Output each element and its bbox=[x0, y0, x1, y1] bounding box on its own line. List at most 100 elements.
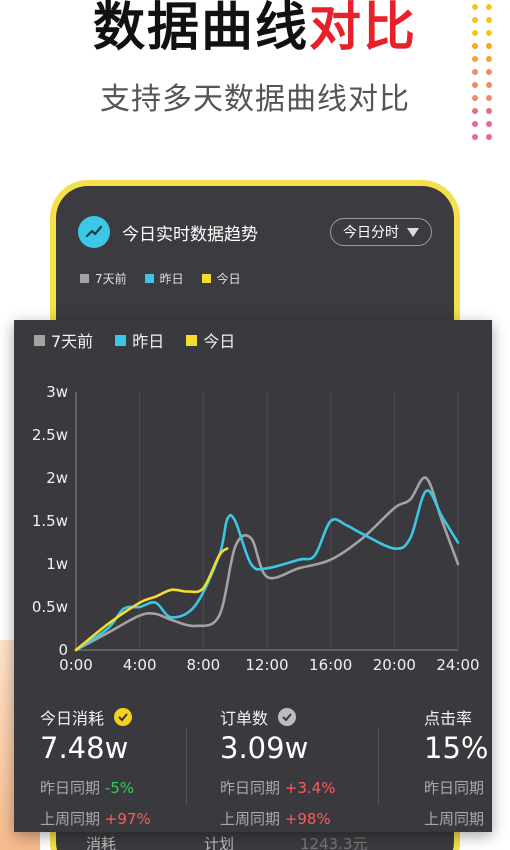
decorative-dot bbox=[486, 69, 492, 75]
trend-chart-card: 7天前 昨日 今日 0 0.5w 1w 1.5w 2w 2.5w 3w 0:00 4:00 8:0… bbox=[14, 320, 492, 832]
decorative-dot bbox=[472, 134, 478, 140]
metric-consume[interactable]: 今日消耗 7.48w 昨日同期 -5% 上周同期 +97% bbox=[40, 695, 190, 832]
metric-yesterday-row: 昨日同期 +3.4% bbox=[220, 777, 335, 798]
metric-label-text: 点击率 bbox=[424, 709, 473, 728]
legend-item-today[interactable]: 今日 bbox=[186, 328, 235, 352]
triangle-down-icon bbox=[407, 227, 419, 237]
metric-value: 15% bbox=[424, 731, 489, 765]
compare-label: 上周同期 bbox=[424, 810, 485, 828]
headline: 数据曲线对比 bbox=[0, 0, 510, 56]
metric-label: 点击率 bbox=[424, 705, 472, 729]
decorative-dot bbox=[486, 17, 492, 23]
y-tick-label: 3w bbox=[46, 383, 68, 401]
metric-yesterday-row: 昨日同期 bbox=[424, 777, 484, 798]
compare-label: 昨日同期 bbox=[40, 779, 101, 797]
decorative-dot bbox=[472, 121, 478, 127]
metric-yesterday-row: 昨日同期 -5% bbox=[40, 777, 134, 798]
decorative-dot bbox=[486, 82, 492, 88]
dropdown-label: 今日分时 bbox=[343, 225, 399, 241]
bottom-pill-consume[interactable]: 消耗 bbox=[86, 835, 117, 850]
chart-legend: 7天前 昨日 今日 bbox=[34, 328, 235, 352]
time-range-dropdown[interactable]: 今日分时 bbox=[330, 218, 432, 246]
decorative-dot bbox=[472, 108, 478, 114]
compare-change: +97% bbox=[104, 810, 151, 828]
decorative-dot bbox=[472, 4, 478, 10]
metric-label: 订单数 bbox=[220, 705, 297, 729]
compare-label: 昨日同期 bbox=[424, 779, 485, 797]
phone-legend-item: 7天前 bbox=[80, 270, 127, 287]
decorative-dot bbox=[486, 4, 492, 10]
decorative-dot bbox=[472, 56, 478, 62]
decorative-dot bbox=[486, 108, 492, 114]
metric-lastweek-row: 上周同期 bbox=[424, 808, 484, 829]
line-chart: 0 0.5w 1w 1.5w 2w 2.5w 3w 0:00 4:00 8:00 12:00 16:0… bbox=[32, 383, 480, 674]
phone-legend: 7天前 昨日 今日 bbox=[80, 270, 241, 287]
trend-line-icon bbox=[78, 216, 110, 248]
legend-swatch bbox=[201, 274, 211, 283]
phone-title: 今日实时数据趋势 bbox=[122, 224, 258, 245]
x-tick-label: 0:00 bbox=[59, 656, 93, 674]
y-tick-label: 0.5w bbox=[32, 598, 68, 616]
metric-label: 今日消耗 bbox=[40, 705, 133, 729]
compare-change: -5% bbox=[104, 779, 135, 797]
legend-item-yesterday[interactable]: 昨日 bbox=[115, 328, 164, 352]
y-tick-label: 0 bbox=[58, 641, 68, 659]
y-tick-label: 1w bbox=[46, 555, 68, 573]
x-tick-label: 16:00 bbox=[309, 656, 352, 674]
y-tick-label: 2.5w bbox=[32, 426, 68, 444]
metrics-row: 今日消耗 7.48w 昨日同期 -5% 上周同期 +97% 订单数 bbox=[14, 695, 492, 832]
compare-label: 昨日同期 bbox=[220, 779, 281, 797]
legend-label: 7天前 bbox=[95, 272, 127, 286]
decorative-dot bbox=[472, 95, 478, 101]
phone-legend-item: 今日 bbox=[201, 270, 241, 287]
metric-lastweek-row: 上周同期 +97% bbox=[40, 808, 151, 829]
legend-swatch bbox=[115, 334, 127, 346]
bottom-pill-amount: 1243.3元 bbox=[300, 835, 368, 850]
metric-lastweek-row: 上周同期 +98% bbox=[220, 808, 331, 829]
compare-label: 上周同期 bbox=[220, 810, 281, 828]
decorative-dot bbox=[486, 134, 492, 140]
legend-swatch bbox=[34, 334, 45, 346]
compare-label: 上周同期 bbox=[40, 810, 101, 828]
x-tick-label: 12:00 bbox=[245, 656, 288, 674]
x-tick-label: 4:00 bbox=[123, 656, 157, 674]
decorative-dot bbox=[486, 43, 492, 49]
metric-label-text: 今日消耗 bbox=[40, 709, 105, 728]
legend-label: 今日 bbox=[216, 272, 241, 286]
decorative-dot bbox=[486, 30, 492, 36]
x-tick-label: 24:00 bbox=[436, 656, 479, 674]
legend-swatch bbox=[186, 334, 198, 346]
decorative-dot bbox=[472, 69, 478, 75]
series-line-7days bbox=[74, 476, 460, 652]
check-icon bbox=[278, 708, 297, 726]
legend-swatch bbox=[144, 274, 154, 283]
bottom-pill-plan[interactable]: 计划 bbox=[204, 835, 235, 850]
decorative-dot bbox=[472, 43, 478, 49]
metric-label-text: 订单数 bbox=[220, 709, 269, 728]
decorative-dot bbox=[472, 30, 478, 36]
headline-accent: 对比 bbox=[309, 0, 418, 58]
decorative-dot bbox=[486, 121, 492, 127]
check-icon bbox=[114, 708, 133, 726]
compare-change: +3.4% bbox=[284, 779, 336, 797]
legend-label: 7天前 bbox=[51, 332, 94, 351]
metric-value: 7.48w bbox=[40, 731, 129, 765]
compare-change: +98% bbox=[284, 810, 331, 828]
metric-divider bbox=[378, 729, 379, 805]
series-line-today bbox=[74, 547, 229, 652]
legend-label: 昨日 bbox=[159, 272, 184, 286]
decorative-dot bbox=[472, 17, 478, 23]
metric-divider bbox=[186, 729, 187, 805]
decorative-dot bbox=[472, 82, 478, 88]
y-tick-label: 1.5w bbox=[32, 512, 68, 530]
metric-orders[interactable]: 订单数 3.09w 昨日同期 +3.4% 上周同期 +98% bbox=[220, 695, 370, 832]
series-line-yesterday bbox=[74, 489, 460, 652]
legend-swatch bbox=[80, 274, 89, 283]
decorative-dot bbox=[486, 56, 492, 62]
x-tick-label: 20:00 bbox=[373, 656, 416, 674]
legend-item-7days[interactable]: 7天前 bbox=[34, 328, 93, 352]
metric-ctr[interactable]: 点击率 15% 昨日同期 上周同期 bbox=[424, 695, 492, 832]
subtitle: 支持多天数据曲线对比 bbox=[100, 82, 410, 117]
x-tick-label: 8:00 bbox=[186, 656, 220, 674]
y-tick-label: 2w bbox=[46, 469, 68, 487]
